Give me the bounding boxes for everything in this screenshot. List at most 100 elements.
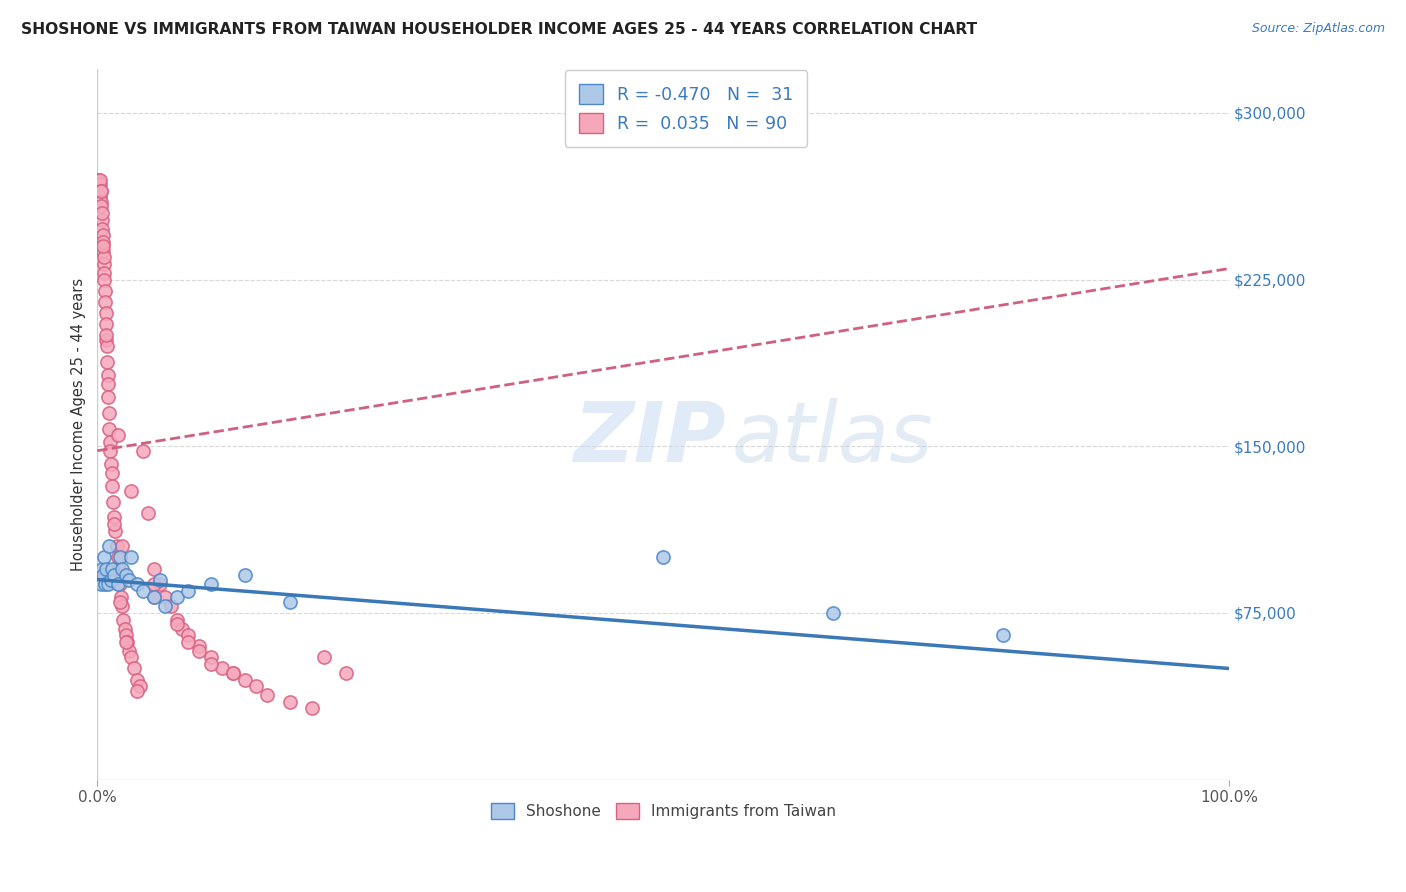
Point xyxy=(188,644,211,658)
Point xyxy=(91,239,114,253)
Point xyxy=(166,591,188,605)
Point xyxy=(108,561,131,575)
Point xyxy=(108,595,131,609)
Point xyxy=(120,550,142,565)
Point xyxy=(98,443,121,458)
Point xyxy=(120,483,142,498)
Point xyxy=(312,650,335,665)
Point xyxy=(94,317,117,331)
Point xyxy=(93,251,115,265)
Point xyxy=(87,172,110,186)
Point xyxy=(93,550,115,565)
Point xyxy=(125,683,148,698)
Point xyxy=(136,506,159,520)
Legend: Shoshone, Immigrants from Taiwan: Shoshone, Immigrants from Taiwan xyxy=(485,797,842,825)
Point xyxy=(89,184,111,198)
Point xyxy=(160,599,183,614)
Point xyxy=(103,510,125,524)
Point xyxy=(115,635,138,649)
Point xyxy=(142,577,165,591)
Point xyxy=(107,550,129,565)
Point xyxy=(166,617,188,632)
Point xyxy=(149,577,172,591)
Point xyxy=(166,613,188,627)
Point xyxy=(120,650,142,665)
Point xyxy=(100,457,122,471)
Text: Source: ZipAtlas.com: Source: ZipAtlas.com xyxy=(1251,22,1385,36)
Point xyxy=(142,561,165,575)
Point xyxy=(96,355,118,369)
Point xyxy=(87,184,110,198)
Point xyxy=(233,673,256,687)
Point xyxy=(301,701,323,715)
Point xyxy=(91,206,114,220)
Point xyxy=(103,495,125,509)
Text: ZIP: ZIP xyxy=(572,398,725,479)
Point xyxy=(129,679,152,693)
Point xyxy=(200,657,222,671)
Point xyxy=(90,577,112,591)
Point xyxy=(97,377,120,392)
Point xyxy=(110,591,132,605)
Point xyxy=(111,561,134,575)
Point xyxy=(108,550,131,565)
Point xyxy=(991,628,1014,642)
Point xyxy=(112,613,135,627)
Point xyxy=(188,640,211,654)
Point xyxy=(107,428,129,442)
Text: atlas: atlas xyxy=(731,398,932,479)
Point xyxy=(89,573,111,587)
Point xyxy=(90,194,112,209)
Point xyxy=(172,622,194,636)
Point xyxy=(114,568,136,582)
Point xyxy=(93,272,115,286)
Point xyxy=(101,479,124,493)
Point xyxy=(177,635,200,649)
Point xyxy=(93,266,115,280)
Point xyxy=(91,221,114,235)
Point xyxy=(100,466,122,480)
Point xyxy=(91,235,114,249)
Point xyxy=(90,184,112,198)
Point xyxy=(93,284,115,298)
Y-axis label: Householder Income Ages 25 - 44 years: Householder Income Ages 25 - 44 years xyxy=(72,277,86,571)
Point xyxy=(90,212,112,227)
Point xyxy=(98,434,121,449)
Point xyxy=(96,339,118,353)
Point xyxy=(94,577,117,591)
Point xyxy=(278,695,301,709)
Point xyxy=(97,539,120,553)
Point xyxy=(96,368,118,383)
Point xyxy=(142,591,165,605)
Point xyxy=(823,606,845,620)
Point xyxy=(93,257,115,271)
Point xyxy=(278,595,301,609)
Point xyxy=(90,561,112,575)
Point xyxy=(96,577,118,591)
Point xyxy=(91,568,114,582)
Point xyxy=(222,665,245,680)
Point xyxy=(104,524,127,538)
Point xyxy=(335,665,357,680)
Text: SHOSHONE VS IMMIGRANTS FROM TAIWAN HOUSEHOLDER INCOME AGES 25 - 44 YEARS CORRELA: SHOSHONE VS IMMIGRANTS FROM TAIWAN HOUSE… xyxy=(21,22,977,37)
Point xyxy=(111,539,134,553)
Point xyxy=(222,665,245,680)
Point xyxy=(103,568,125,582)
Point xyxy=(100,573,122,587)
Point xyxy=(125,673,148,687)
Point xyxy=(211,661,233,675)
Point xyxy=(89,172,111,186)
Point xyxy=(107,577,129,591)
Point xyxy=(114,635,136,649)
Point xyxy=(125,577,148,591)
Point xyxy=(142,591,165,605)
Point xyxy=(96,333,118,347)
Point xyxy=(105,539,128,553)
Point xyxy=(91,228,114,243)
Point xyxy=(149,573,172,587)
Point xyxy=(131,583,153,598)
Point xyxy=(118,573,141,587)
Point xyxy=(114,628,136,642)
Point xyxy=(101,561,124,575)
Point xyxy=(94,306,117,320)
